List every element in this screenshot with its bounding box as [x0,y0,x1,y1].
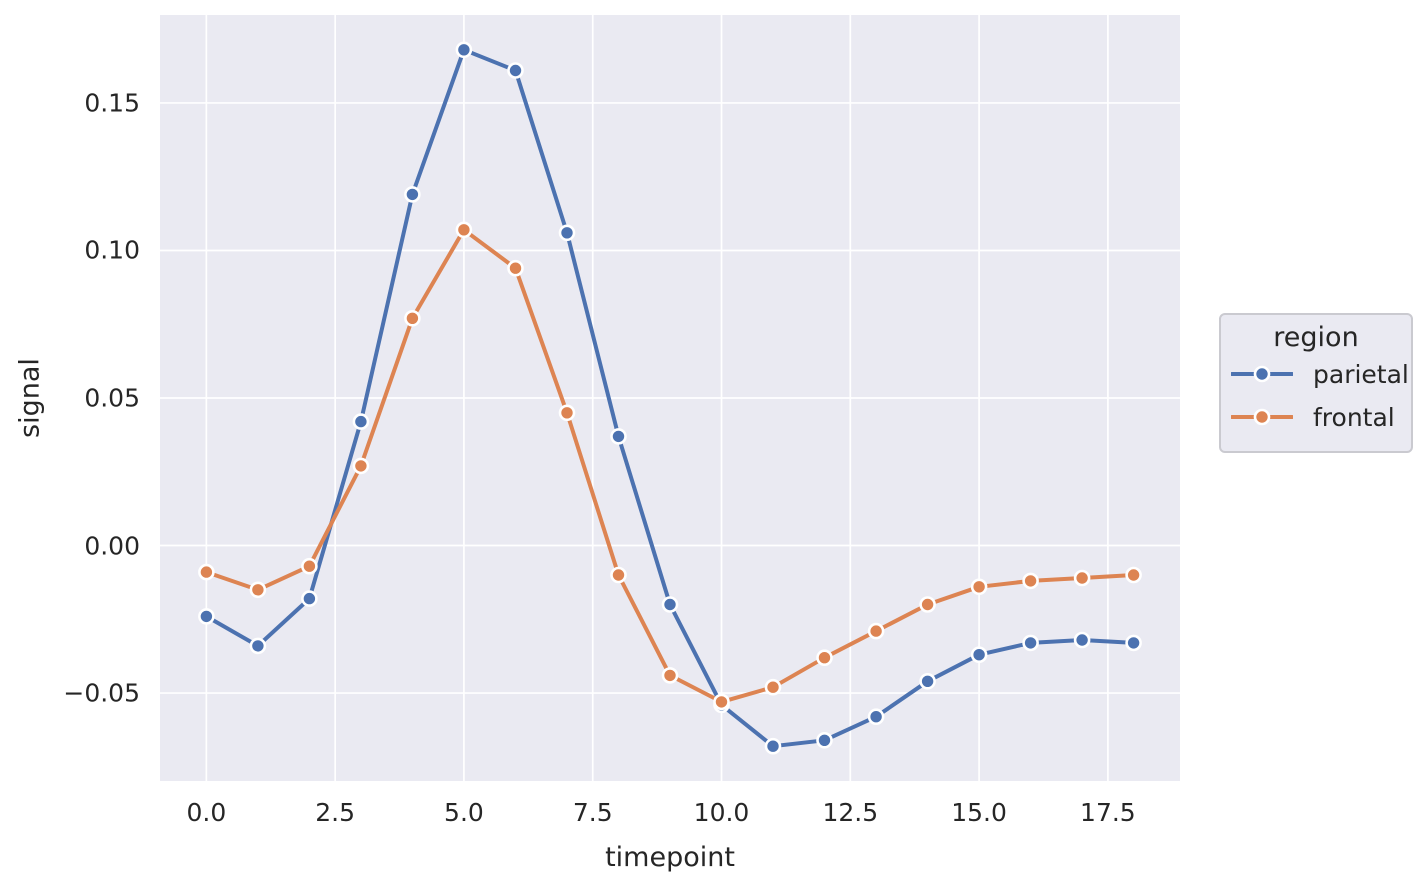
marker-parietal [816,731,833,749]
x-tick-label: 2.5 [315,798,356,827]
marker-frontal [455,221,473,239]
marker-parietal [198,608,215,625]
y-axis-label: signal [14,358,46,438]
y-tick-label: 0.15 [84,88,140,118]
marker-parietal [867,708,885,726]
marker-parietal [558,224,576,242]
x-tick-label: 0.0 [186,798,227,827]
marker-frontal [198,563,215,581]
marker-frontal [1073,569,1091,587]
marker-frontal [558,404,576,422]
marker-parietal [352,413,370,430]
legend-line-marker-icon [1231,408,1293,426]
marker-parietal [404,186,421,203]
marker-parietal [1022,634,1039,652]
marker-parietal [970,646,988,664]
series-line-frontal [204,227,1136,704]
marker-parietal [610,428,627,445]
marker-parietal [1073,631,1091,649]
marker-parietal [301,590,318,607]
plot-area [160,15,1180,781]
marker-frontal [1022,572,1039,590]
marker-parietal [455,41,473,59]
legend-label: frontal [1313,402,1395,432]
marker-frontal [713,693,730,711]
legend-label: parietal [1313,359,1409,389]
y-tick-label: −0.05 [63,678,140,708]
legend-entries: parietal frontal [1221,353,1411,439]
marker-frontal [1125,566,1142,584]
marker-frontal [404,309,421,327]
marker-frontal [610,566,627,584]
marker-parietal [661,596,679,613]
marker-parietal [507,62,524,79]
marker-frontal [970,578,988,596]
marker-parietal [249,637,267,655]
marker-parietal [1125,634,1142,652]
y-tick-label: 0.10 [84,235,140,265]
marker-frontal [764,678,782,696]
y-tick-label: 0.05 [84,383,140,413]
marker-parietal [764,737,782,755]
x-tick-label: 10.0 [693,798,750,827]
x-tick-label: 5.0 [444,798,484,827]
legend: region parietal frontal [1219,313,1413,453]
line-chart [160,15,1180,781]
marker-frontal [352,457,370,475]
legend-entry-frontal: frontal [1221,396,1411,439]
x-tick-label: 15.0 [951,798,1007,827]
marker-parietal [919,672,936,690]
marker-frontal [816,649,833,667]
marker-frontal [867,622,885,640]
marker-frontal [507,259,524,277]
marker-frontal [301,557,318,575]
x-tick-label: 7.5 [572,798,613,827]
y-tick-label: 0.00 [84,531,140,561]
x-tick-label: 12.5 [822,798,879,827]
x-axis-label: timepoint [605,842,735,873]
marker-frontal [661,667,679,684]
marker-frontal [919,596,936,613]
legend-title: region [1273,322,1359,353]
x-tick-label: 17.5 [1080,798,1136,827]
legend-line-marker-icon [1231,365,1293,383]
legend-entry-parietal: parietal [1221,353,1411,396]
marker-frontal [249,581,267,599]
